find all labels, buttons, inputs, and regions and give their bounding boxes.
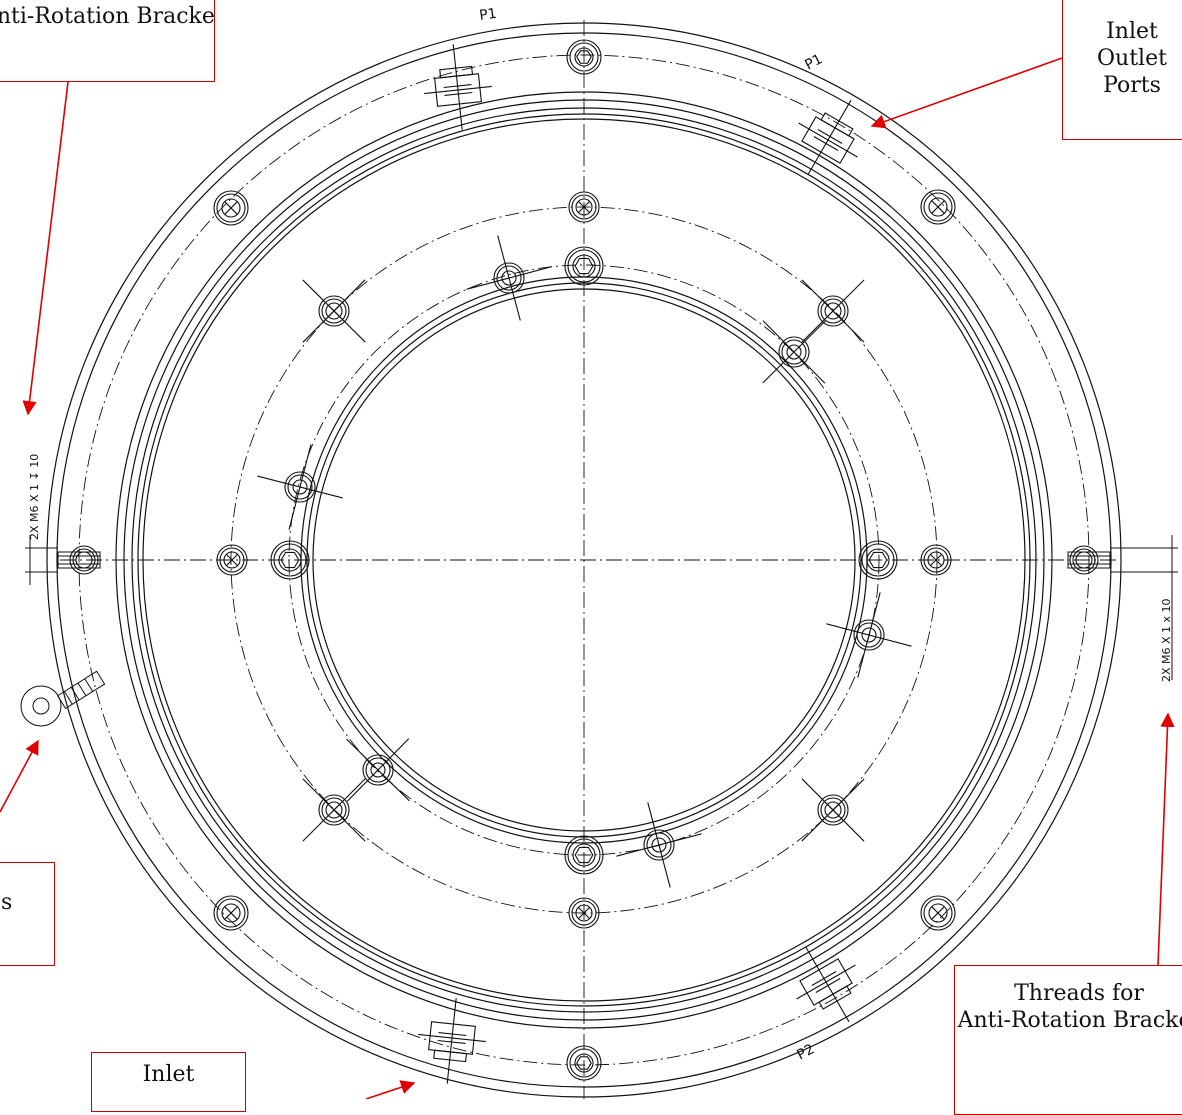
- left-thread-feature: [25, 535, 101, 585]
- bolt-hole: [564, 835, 604, 875]
- bolt-hole: [762, 320, 826, 384]
- bolt-hole: [826, 592, 912, 678]
- bolt-hole: [270, 540, 310, 580]
- bolt-hole: [801, 279, 865, 343]
- arrow-side-fitting: [0, 739, 39, 813]
- port-label-p1-left: P1: [478, 6, 497, 24]
- bolt-hole: [801, 778, 865, 842]
- bolt-hole: [1069, 545, 1099, 575]
- side-fitting: [20, 670, 106, 727]
- bolt-hole: [213, 895, 249, 931]
- callout-line: Anti-Rotation Bracket: [957, 1008, 1182, 1033]
- right-thread-feature: [1067, 535, 1178, 680]
- bolt-hole: [920, 544, 952, 576]
- bolt-hole: [213, 190, 249, 226]
- port-label-p2: P2: [794, 1041, 817, 1063]
- bolt-hole: [568, 897, 600, 929]
- bolt-holes: [69, 39, 1099, 1081]
- port-fitting: [796, 947, 856, 1023]
- callout-inlet-bottom: Inlet: [91, 1052, 246, 1112]
- bolt-hole: [858, 540, 898, 580]
- callout-side-fitting: s: [0, 862, 55, 966]
- bolt-hole: [566, 39, 602, 75]
- callout-line: s: [1, 890, 13, 915]
- port-fitting: [424, 44, 492, 130]
- thread-spec-right: 2X M6 X 1 x 10: [1160, 598, 1173, 682]
- callout-line: Inlet: [1106, 19, 1158, 44]
- callout-line: Inlet: [142, 1062, 195, 1087]
- bolt-hole: [302, 778, 366, 842]
- port-fittings: [418, 44, 858, 1084]
- callout-anti-rotation-bracket: Anti-Rotation Bracket: [0, 0, 215, 82]
- arrow-ports-top: [870, 57, 1063, 129]
- callout-line: Ports: [1103, 73, 1161, 98]
- port-label-p1-right: P1: [802, 51, 825, 73]
- callout-line: Outlet: [1097, 46, 1167, 71]
- bolt-hole: [566, 1045, 602, 1081]
- bolt-hole: [346, 738, 410, 802]
- bolt-hole: [568, 191, 600, 223]
- bolt-hole: [564, 246, 604, 286]
- port-fitting: [418, 998, 486, 1084]
- center-lines: [60, 20, 1120, 1099]
- port-fitting: [798, 99, 858, 175]
- callout-line: Threads for: [1014, 981, 1144, 1006]
- bolt-hole: [920, 189, 956, 225]
- callout-threads-anti-rotation: Threads for Anti-Rotation Bracket: [954, 965, 1182, 1115]
- arrow-threads: [1157, 712, 1175, 966]
- bolt-hole: [302, 279, 366, 343]
- bolt-hole: [920, 895, 956, 931]
- bolt-hole: [257, 444, 343, 530]
- bolt-hole: [466, 235, 552, 321]
- thread-spec-left: 2X M6 X 1 ↧ 10: [28, 454, 41, 540]
- bolt-hole: [616, 802, 702, 888]
- callout-arrows: [0, 57, 1175, 1099]
- callout-inlet-outlet-ports: Inlet Outlet Ports: [1062, 0, 1182, 140]
- arrow-inlet-bottom: [365, 1080, 416, 1099]
- arrow-bracket: [22, 81, 69, 416]
- bolt-hole: [216, 544, 248, 576]
- callout-line: Anti-Rotation Bracket: [0, 4, 215, 29]
